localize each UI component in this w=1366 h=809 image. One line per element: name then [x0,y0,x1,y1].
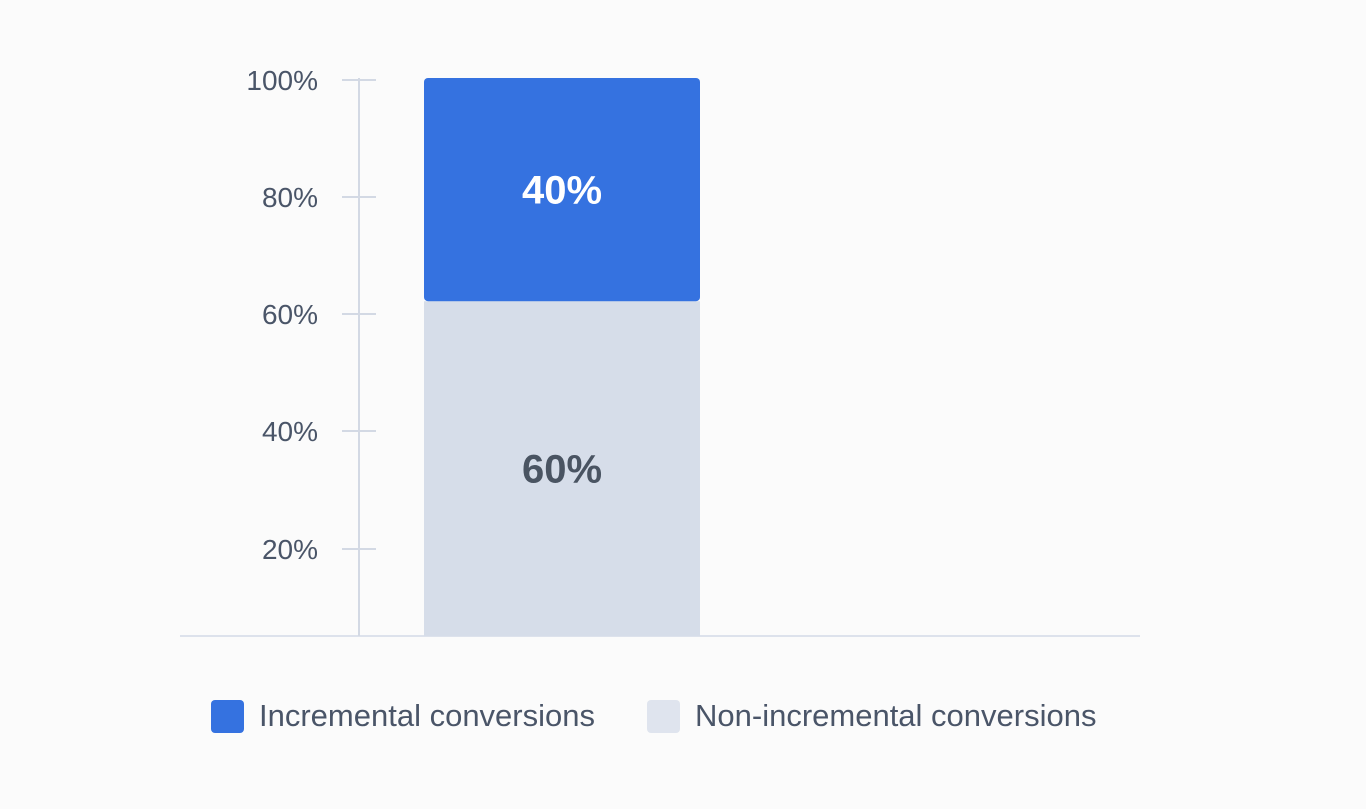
y-tick-label: 100% [246,65,318,96]
legend-label-incremental: Incremental conversions [259,698,595,733]
bar-segment-incremental [424,78,700,302]
legend-item-non-incremental: Non-incremental conversions [647,698,1096,734]
y-tick-label: 20% [262,534,318,565]
y-tick-label: 80% [262,182,318,213]
y-tick-label: 40% [262,416,318,447]
legend-swatch-incremental [211,699,244,733]
legend-swatch-non-incremental [647,699,680,733]
bar-data-label: 60% [522,448,602,492]
legend-label-non-incremental: Non-incremental conversions [695,698,1097,733]
legend-item-incremental: Incremental conversions [211,698,595,734]
bar-segment-non-incremental [424,301,700,636]
legend: Incremental conversions Non-incremental … [211,698,1148,734]
bar-data-label: 40% [522,169,602,213]
y-tick-label: 60% [262,299,318,330]
